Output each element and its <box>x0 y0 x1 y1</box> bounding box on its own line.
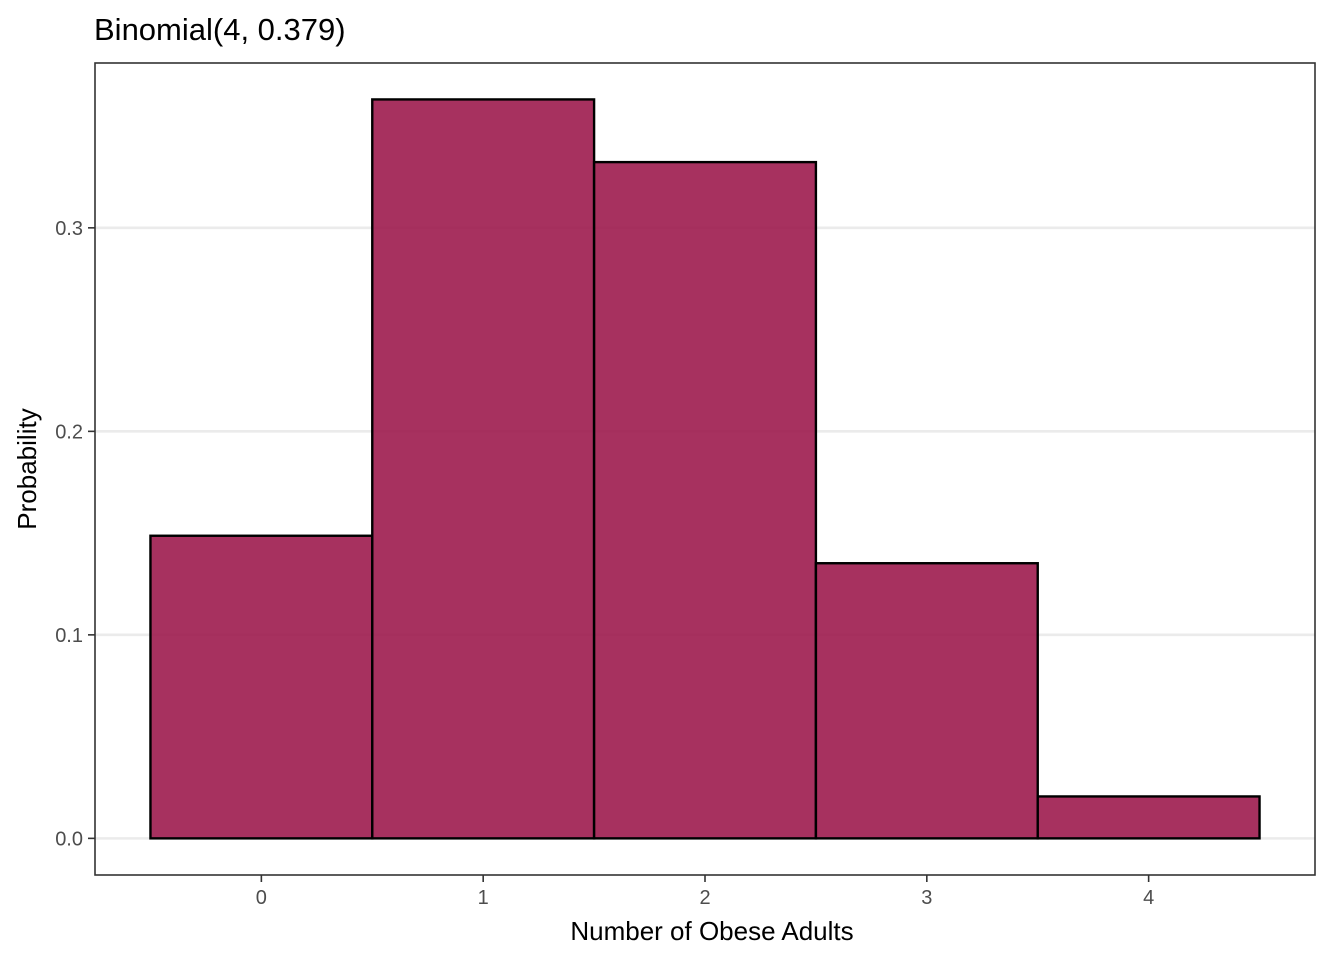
x-tick-label: 3 <box>921 887 932 909</box>
x-tick-label: 1 <box>478 887 489 909</box>
y-tick-label: 0.2 <box>55 421 83 443</box>
x-tick-label: 0 <box>256 887 267 909</box>
y-axis-label: Probability <box>12 408 42 529</box>
x-axis-label: Number of Obese Adults <box>570 916 853 946</box>
x-axis-ticks: 0 1 2 3 4 <box>256 875 1154 909</box>
bar-4 <box>1036 795 1261 840</box>
y-tick-label: 0.0 <box>55 828 83 850</box>
bar-0 <box>149 534 374 840</box>
x-tick-label: 4 <box>1143 887 1154 909</box>
bar-2 <box>592 160 818 840</box>
y-axis-ticks: 0.0 0.1 0.2 0.3 <box>55 218 95 850</box>
chart-title: Binomial(4, 0.379) <box>94 12 346 47</box>
bar-1 <box>371 98 596 840</box>
x-tick-label: 2 <box>699 887 710 909</box>
bar-3 <box>814 562 1039 840</box>
bars <box>149 98 1261 840</box>
y-tick-label: 0.1 <box>55 625 83 647</box>
y-tick-label: 0.3 <box>55 218 83 240</box>
